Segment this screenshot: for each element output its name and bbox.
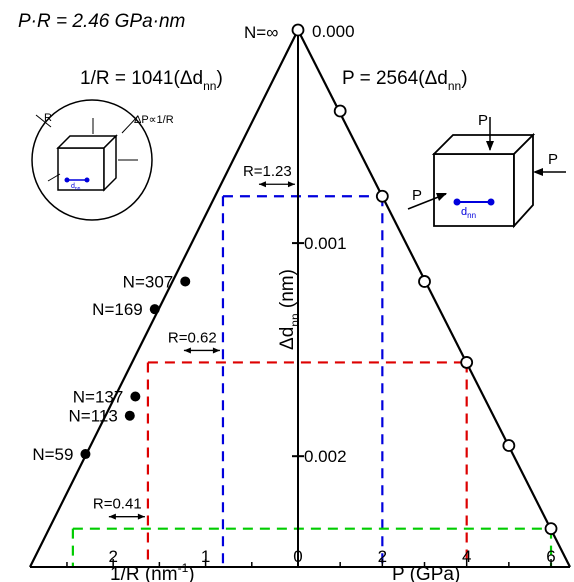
- r-arrow-head-left: [108, 513, 116, 520]
- sphere-dp-label: ΔP∝1/R: [134, 114, 174, 126]
- center-tick-label: 0.000: [312, 22, 355, 41]
- left-point: [149, 304, 160, 315]
- right-point: [460, 356, 474, 369]
- r-label: R=0.41: [93, 496, 142, 513]
- small-cube-side: [103, 134, 117, 192]
- right-tick-label: 0: [293, 547, 302, 566]
- right-point: [333, 104, 347, 118]
- left-fit-line: [29, 29, 299, 568]
- axis-ticks: 0.001 0.002 0.000 0 2 4 6 2 1: [66, 22, 556, 567]
- dnn-label: dnn: [461, 206, 476, 220]
- dnn-atom-right: [487, 198, 495, 206]
- left-point-label: N=113: [68, 407, 117, 426]
- left-point-label: N=169: [92, 300, 143, 319]
- left-fit-label: 1/R = 1041(Δdnn): [80, 68, 223, 93]
- small-dnn-label: dnn: [71, 183, 81, 192]
- center-tick-label: 0.002: [304, 447, 347, 466]
- right-fit-label: P = 2564(Δdnn): [342, 68, 468, 93]
- left-point-label: N=137: [73, 388, 124, 407]
- axes-frame: [29, 29, 571, 568]
- dp-arrow: [121, 115, 139, 134]
- right-tick-label: 6: [546, 547, 555, 566]
- arrow-top-head: [486, 141, 494, 151]
- p-label-front: P: [412, 187, 422, 204]
- cube-side: [513, 132, 534, 229]
- center-y-axis-title: Δdnn (nm): [277, 269, 302, 350]
- right-point: [502, 439, 516, 452]
- right-point: [544, 522, 558, 536]
- inset-cube-diagram: P P P dnn: [407, 112, 566, 229]
- r-arrow-head-left: [183, 347, 191, 354]
- p-label-top: P: [478, 112, 488, 129]
- left-point-label: N=59: [32, 445, 73, 464]
- right-tick-label: 4: [462, 547, 471, 566]
- r-arrow-head-right: [212, 347, 220, 354]
- sphere-outline: [31, 99, 153, 221]
- r-label: R=0.62: [168, 329, 217, 346]
- chart-title: P·R = 2.46 GPa·nm: [18, 11, 185, 32]
- center-tick-label: 0.001: [304, 234, 347, 253]
- right-x-axis-title: P (GPa): [392, 564, 460, 582]
- sphere-r-label: R: [44, 112, 52, 124]
- right-point: [418, 275, 431, 288]
- left-x-axis-title: 1/R (nm-1): [110, 561, 195, 582]
- p-label-side: P: [548, 151, 558, 168]
- n-inf-label: N=∞: [244, 23, 278, 42]
- left-tick-label: 2: [108, 547, 117, 566]
- arrow-side-head: [533, 168, 543, 176]
- guide-lines: R=1.23 R=0.62 R=0.41: [71, 163, 553, 567]
- small-dnn-atom-left: [64, 177, 70, 183]
- inset-sphere-diagram: R ΔP∝1/R dnn: [31, 99, 174, 221]
- left-point: [180, 276, 191, 287]
- right-tick-label: 2: [378, 547, 387, 566]
- left-point: [80, 449, 91, 460]
- r-arrow-head-right: [287, 181, 295, 188]
- dnn-atom-left: [453, 198, 461, 206]
- r-arrow-head-left: [258, 181, 266, 188]
- left-point: [130, 391, 141, 402]
- r-arrow-head-right: [137, 513, 145, 520]
- small-dnn-atom-right: [84, 177, 90, 183]
- right-fit-line: [297, 29, 571, 568]
- r-label: R=1.23: [243, 163, 292, 180]
- radius-line: [35, 114, 52, 128]
- left-point-label: N=307: [123, 272, 174, 291]
- small-arrow-front: [47, 173, 61, 182]
- small-cube-front: [57, 147, 105, 191]
- left-point: [124, 410, 135, 421]
- right-point: [291, 23, 305, 37]
- right-point: [375, 189, 389, 203]
- left-tick-label: 1: [201, 547, 210, 566]
- arrow-front-head: [436, 193, 447, 201]
